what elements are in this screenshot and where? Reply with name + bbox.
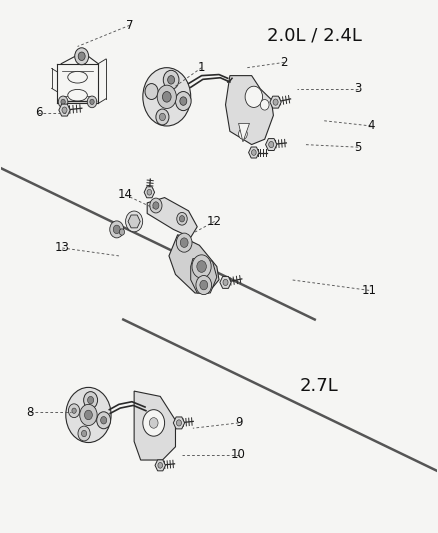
Text: 7: 7 bbox=[126, 19, 134, 32]
Circle shape bbox=[58, 96, 68, 108]
Circle shape bbox=[88, 397, 94, 404]
Text: 1: 1 bbox=[198, 61, 205, 74]
Polygon shape bbox=[147, 198, 197, 237]
Circle shape bbox=[80, 405, 97, 425]
Text: 4: 4 bbox=[367, 119, 375, 133]
Circle shape bbox=[119, 229, 124, 235]
Polygon shape bbox=[173, 417, 185, 429]
Circle shape bbox=[84, 392, 98, 409]
Circle shape bbox=[158, 463, 162, 468]
Circle shape bbox=[72, 408, 76, 414]
Text: 2.7L: 2.7L bbox=[300, 377, 339, 395]
Circle shape bbox=[68, 404, 80, 418]
Text: 5: 5 bbox=[355, 141, 362, 154]
Circle shape bbox=[147, 189, 152, 195]
Circle shape bbox=[176, 92, 191, 111]
Circle shape bbox=[180, 216, 185, 222]
Circle shape bbox=[101, 417, 107, 424]
Circle shape bbox=[113, 225, 120, 233]
Circle shape bbox=[177, 233, 192, 252]
Text: 10: 10 bbox=[231, 448, 246, 461]
Circle shape bbox=[85, 410, 92, 419]
Circle shape bbox=[251, 150, 256, 155]
Circle shape bbox=[87, 96, 97, 108]
Polygon shape bbox=[128, 215, 140, 228]
Circle shape bbox=[62, 107, 67, 113]
Polygon shape bbox=[220, 277, 231, 288]
Circle shape bbox=[260, 100, 269, 110]
Circle shape bbox=[145, 84, 158, 100]
Circle shape bbox=[78, 52, 85, 61]
Circle shape bbox=[149, 418, 158, 428]
Polygon shape bbox=[59, 104, 70, 116]
Circle shape bbox=[168, 76, 175, 84]
Text: 2.0L / 2.4L: 2.0L / 2.4L bbox=[267, 27, 362, 45]
Polygon shape bbox=[249, 147, 259, 158]
Text: 3: 3 bbox=[355, 83, 362, 95]
Text: 12: 12 bbox=[207, 215, 222, 228]
Circle shape bbox=[143, 68, 191, 126]
Circle shape bbox=[81, 430, 87, 437]
Polygon shape bbox=[144, 187, 155, 198]
Polygon shape bbox=[239, 123, 250, 142]
Circle shape bbox=[223, 279, 228, 286]
Circle shape bbox=[126, 211, 143, 232]
Circle shape bbox=[97, 412, 111, 429]
Text: 13: 13 bbox=[55, 241, 70, 254]
Polygon shape bbox=[155, 460, 166, 471]
Polygon shape bbox=[191, 259, 217, 293]
Text: 14: 14 bbox=[118, 189, 133, 201]
Text: 6: 6 bbox=[35, 106, 42, 119]
Circle shape bbox=[78, 426, 90, 441]
Circle shape bbox=[180, 238, 188, 247]
Circle shape bbox=[156, 109, 169, 125]
Circle shape bbox=[110, 221, 124, 238]
Polygon shape bbox=[169, 235, 219, 293]
Circle shape bbox=[197, 261, 206, 272]
Circle shape bbox=[177, 420, 181, 426]
Polygon shape bbox=[270, 96, 281, 108]
Circle shape bbox=[162, 92, 171, 102]
Circle shape bbox=[180, 97, 187, 106]
Circle shape bbox=[273, 99, 278, 105]
Circle shape bbox=[150, 198, 162, 213]
Circle shape bbox=[153, 202, 159, 209]
Circle shape bbox=[177, 213, 187, 225]
Polygon shape bbox=[226, 76, 273, 144]
Circle shape bbox=[61, 99, 65, 104]
Circle shape bbox=[90, 99, 94, 104]
Text: 11: 11 bbox=[362, 284, 377, 297]
Circle shape bbox=[66, 387, 111, 442]
Circle shape bbox=[159, 114, 166, 120]
Circle shape bbox=[268, 141, 274, 148]
Circle shape bbox=[245, 86, 262, 108]
Circle shape bbox=[200, 280, 208, 290]
Circle shape bbox=[196, 276, 212, 295]
Polygon shape bbox=[265, 139, 277, 150]
Ellipse shape bbox=[68, 90, 87, 101]
Circle shape bbox=[239, 128, 247, 139]
Circle shape bbox=[75, 48, 88, 64]
Circle shape bbox=[192, 255, 211, 278]
Text: 2: 2 bbox=[280, 56, 288, 69]
Text: 9: 9 bbox=[235, 416, 242, 430]
Polygon shape bbox=[134, 391, 176, 460]
Ellipse shape bbox=[68, 71, 87, 83]
Circle shape bbox=[143, 410, 165, 436]
Circle shape bbox=[163, 70, 179, 90]
Text: 8: 8 bbox=[26, 406, 33, 419]
Circle shape bbox=[157, 85, 177, 109]
